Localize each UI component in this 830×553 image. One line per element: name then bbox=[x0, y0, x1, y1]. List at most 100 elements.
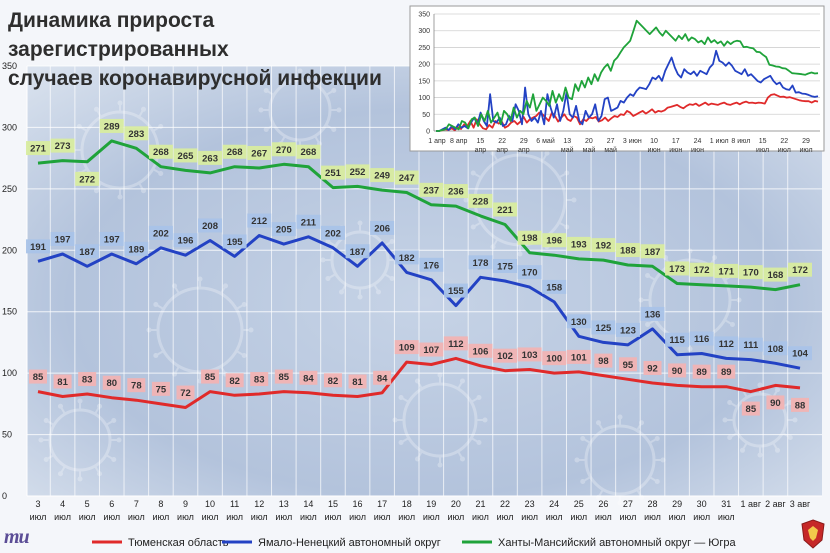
virus-spike bbox=[416, 380, 423, 390]
data-label-box bbox=[148, 225, 173, 240]
data-label-box bbox=[345, 244, 370, 259]
virus-spike-tip bbox=[77, 476, 83, 482]
data-label-box bbox=[741, 401, 760, 416]
data-label: 272 bbox=[79, 174, 95, 185]
data-label: 197 bbox=[55, 234, 71, 245]
inset-series-lines bbox=[436, 19, 819, 132]
inset-x-tick-label: 6 май bbox=[536, 137, 555, 145]
data-label: 171 bbox=[718, 266, 735, 277]
virus-spike bbox=[265, 89, 275, 96]
data-label: 268 bbox=[300, 147, 316, 158]
data-label: 251 bbox=[325, 168, 342, 179]
data-label: 98 bbox=[598, 356, 609, 367]
x-tick-label: 5 bbox=[85, 499, 90, 509]
data-label-box bbox=[615, 243, 640, 258]
virus-spike bbox=[155, 350, 165, 357]
data-label-box bbox=[419, 257, 444, 272]
data-label: 92 bbox=[647, 363, 658, 374]
data-label: 155 bbox=[448, 286, 465, 297]
data-label: 236 bbox=[448, 187, 464, 198]
data-label-box bbox=[53, 374, 72, 389]
legend-label: Тюменская область bbox=[128, 537, 229, 549]
data-label-box bbox=[468, 255, 493, 270]
data-label-box bbox=[348, 374, 367, 389]
virus-spike-tip bbox=[482, 417, 488, 423]
virus-spike-tip bbox=[580, 479, 586, 484]
data-label-box bbox=[493, 259, 518, 273]
data-label: 84 bbox=[377, 373, 388, 384]
data-label: 205 bbox=[276, 225, 293, 236]
data-label-box bbox=[296, 214, 321, 229]
x-tick-label: 30 bbox=[697, 499, 707, 509]
legend-label: Ханты-Мансийский автономный округ — Югра bbox=[498, 537, 737, 549]
x-tick-label: 20 bbox=[451, 499, 461, 509]
data-label-box bbox=[443, 336, 468, 351]
data-label-box bbox=[517, 230, 542, 245]
x-tick-label: 18 bbox=[402, 499, 412, 509]
x-tick-sublabel: июл bbox=[103, 512, 120, 522]
x-tick-sublabel: июл bbox=[669, 512, 686, 522]
virus-spike-tip bbox=[617, 500, 623, 506]
data-label-box bbox=[643, 360, 662, 375]
virus-spike bbox=[648, 476, 658, 483]
virus-spike-tip bbox=[76, 124, 82, 129]
inset-x-tick-sublabel: апр bbox=[475, 147, 487, 154]
data-label: 83 bbox=[82, 375, 93, 386]
x-tick-sublabel: июл bbox=[718, 512, 735, 522]
data-label-box bbox=[250, 372, 269, 387]
virus-spike bbox=[470, 437, 480, 444]
virus-spike-tip bbox=[94, 188, 99, 194]
data-label: 88 bbox=[795, 400, 806, 411]
data-label: 188 bbox=[620, 246, 636, 257]
inset-x-tick-sublabel: май bbox=[604, 146, 617, 154]
data-label: 172 bbox=[694, 265, 710, 276]
virus-spike-tip bbox=[117, 194, 123, 200]
virus-spike-tip bbox=[654, 436, 660, 441]
y-tick-label: 0 bbox=[2, 491, 7, 501]
virus-spike-tip bbox=[775, 447, 780, 453]
x-tick-sublabel: июл bbox=[79, 512, 96, 522]
data-label: 81 bbox=[352, 377, 363, 388]
virus-spike bbox=[470, 396, 480, 403]
x-tick-label: 17 bbox=[377, 499, 387, 509]
data-label-box bbox=[665, 332, 690, 347]
virus-spike-tip bbox=[463, 197, 469, 203]
data-label-box bbox=[124, 241, 149, 256]
data-label-box bbox=[102, 375, 121, 390]
virus-spike-tip bbox=[241, 302, 247, 307]
series-line bbox=[37, 139, 801, 292]
data-label: 115 bbox=[669, 335, 685, 346]
x-tick-label: 3 авг bbox=[790, 499, 811, 509]
virus-spike bbox=[235, 350, 245, 357]
inset-x-tick-label: 8 июл bbox=[731, 138, 750, 145]
virus-spike-tip bbox=[645, 273, 651, 278]
virus-shape bbox=[584, 424, 656, 496]
data-label: 202 bbox=[325, 228, 341, 239]
data-label-box bbox=[566, 314, 591, 329]
data-label: 170 bbox=[522, 268, 538, 279]
virus-spike-tip bbox=[263, 88, 269, 93]
x-tick-label: 4 bbox=[60, 499, 65, 509]
data-label-box bbox=[99, 118, 124, 133]
main-data-labels: 85 81 83 80 78 75 72 85 82 83 85 84 82 81 84 109 107 112 1… bbox=[26, 118, 812, 416]
x-tick-sublabel: июл bbox=[447, 512, 464, 522]
legend: Тюменская область Ямало-Ненецкий автономн… bbox=[92, 537, 737, 549]
virus-spike-tip bbox=[660, 457, 666, 463]
virus-spike-tip bbox=[357, 294, 363, 300]
virus-spike bbox=[95, 182, 102, 192]
data-label-box bbox=[78, 372, 97, 387]
data-label-box bbox=[222, 144, 247, 159]
virus-spike-tip bbox=[241, 353, 247, 358]
data-label-box bbox=[198, 218, 223, 233]
x-tick-sublabel: июл bbox=[595, 512, 612, 522]
inset-x-tick-label: 13 bbox=[563, 138, 571, 145]
virus-spike-tip bbox=[645, 322, 651, 327]
x-tick-label: 14 bbox=[303, 499, 313, 509]
inset-y-tick-label: 0 bbox=[426, 129, 430, 136]
virus-spike bbox=[373, 283, 380, 293]
virus-spike-tip bbox=[153, 302, 159, 307]
data-label-box bbox=[594, 353, 613, 368]
data-label-box bbox=[419, 182, 444, 197]
x-tick-sublabel: июл bbox=[497, 512, 514, 522]
